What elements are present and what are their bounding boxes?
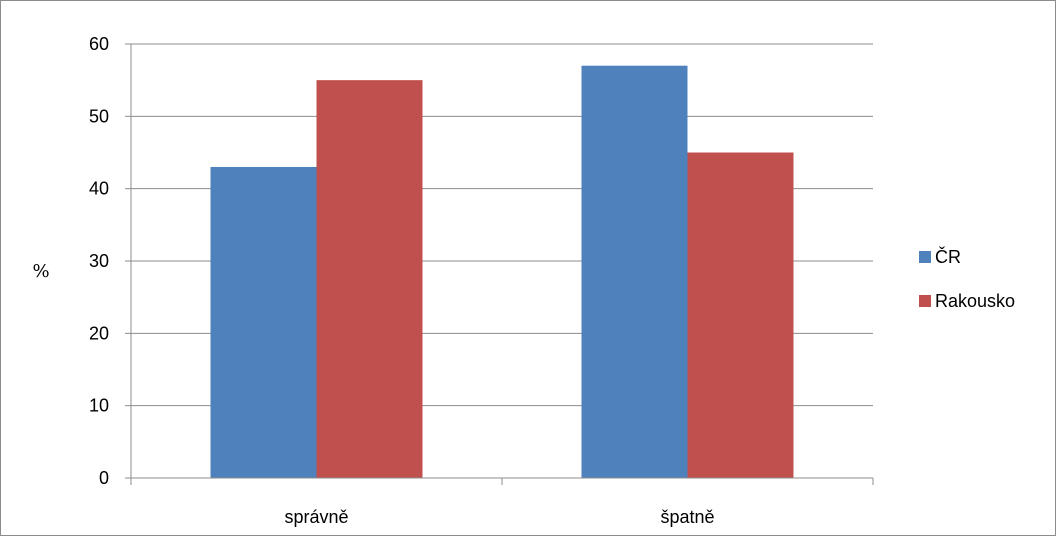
bar-ČR-správně [210,166,317,478]
y-tick-labels: 0 10 20 30 40 50 60 [89,34,109,488]
legend-swatch [919,251,931,263]
y-tick-label: 20 [89,323,109,343]
x-category-label: špatně [660,507,714,527]
bar-Rakousko-špatně [687,152,794,478]
y-tick-label: 30 [89,251,109,271]
bar-ČR-špatně [581,65,688,478]
y-axis-label: % [32,261,49,282]
y-tick-label: 40 [89,179,109,199]
legend-swatch [919,295,931,307]
axes [125,43,874,485]
y-tick-label: 10 [89,396,109,416]
legend-label: Rakousko [935,291,1015,311]
y-tick-label: 0 [99,468,109,488]
x-category-label: správně [284,507,348,527]
bars [210,65,794,479]
x-category-labels: správně špatně [284,507,714,527]
y-tick-label: 60 [89,34,109,54]
bar-Rakousko-správně [316,80,423,479]
legend-label: ČR [935,246,961,267]
y-tick-label: 50 [89,106,109,126]
legend: ČR Rakousko [919,246,1015,311]
